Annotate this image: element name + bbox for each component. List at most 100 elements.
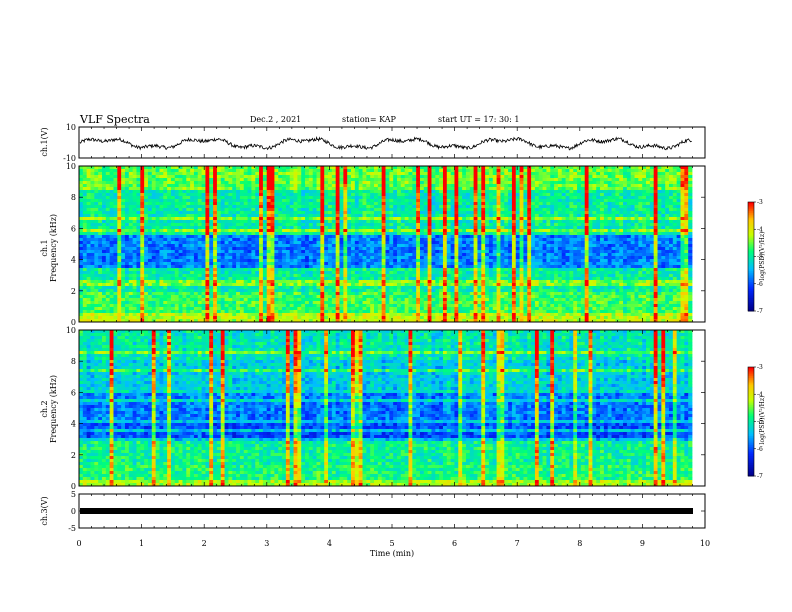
spectrogram-cell xyxy=(573,178,577,181)
spectrogram-cell xyxy=(317,181,321,184)
spectrogram-cell xyxy=(125,166,129,169)
spectrogram-cell xyxy=(462,190,466,193)
spectrogram-cell xyxy=(117,169,121,172)
spectrogram-cell xyxy=(619,199,623,202)
spectrogram-cell xyxy=(485,181,489,184)
spectrogram-cell xyxy=(259,181,263,184)
spectrogram-cell xyxy=(635,175,639,178)
spectrogram-cell xyxy=(500,196,504,199)
spectrogram-cell xyxy=(117,196,121,199)
spectrogram-cell xyxy=(650,166,654,169)
spectrogram-cell xyxy=(382,205,386,208)
spectrogram-cell xyxy=(508,199,512,202)
spectrogram-cell xyxy=(615,190,619,193)
spectrogram-cell xyxy=(435,190,439,193)
spectrogram-cell xyxy=(351,184,355,187)
spectrogram-cell xyxy=(424,205,428,208)
spectrogram-cell xyxy=(370,175,374,178)
spectrogram-cell xyxy=(631,166,635,169)
spectrogram-cell xyxy=(466,196,470,199)
spectrogram-cell xyxy=(508,166,512,169)
spectrogram-cell xyxy=(102,196,106,199)
spectrogram-cell xyxy=(681,175,685,178)
spectrogram-cell xyxy=(412,187,416,190)
spectrogram-cell xyxy=(198,169,202,172)
spectrogram-cell xyxy=(370,178,374,181)
spectrogram-cell xyxy=(474,175,478,178)
spectrogram-cell xyxy=(589,196,593,199)
spectrogram-cell xyxy=(129,205,133,208)
spectrogram-cell xyxy=(420,184,424,187)
spectrogram-cell xyxy=(558,178,562,181)
spectrogram-cell xyxy=(558,196,562,199)
spectrogram-cell xyxy=(635,181,639,184)
spectrogram-cell xyxy=(374,193,378,196)
spectrogram-cell xyxy=(355,172,359,175)
spectrogram-cell xyxy=(554,175,558,178)
spectrogram-cell xyxy=(539,196,543,199)
spectrogram-cell xyxy=(497,187,501,190)
spectrogram-cell xyxy=(673,187,677,190)
spectrogram-cell xyxy=(159,166,163,169)
spectrogram-cell xyxy=(236,202,240,205)
spectrogram-cell xyxy=(654,190,658,193)
spectrogram-cell xyxy=(420,178,424,181)
spectrogram-cell xyxy=(481,178,485,181)
spectrogram-cell xyxy=(152,184,156,187)
spectrogram-cell xyxy=(374,169,378,172)
spectrogram-cell xyxy=(520,190,524,193)
spectrogram-cell xyxy=(163,199,167,202)
spectrogram-cell xyxy=(79,187,83,190)
spectrogram-cell xyxy=(156,205,160,208)
spectrogram-cell xyxy=(481,199,485,202)
spectrogram-cell xyxy=(535,166,539,169)
spectrogram-cell xyxy=(340,181,344,184)
spectrogram-cell xyxy=(638,190,642,193)
spectrogram-cell xyxy=(259,190,263,193)
spectrogram-cell xyxy=(497,202,501,205)
spectrogram-cell xyxy=(113,187,117,190)
spectrogram-cell xyxy=(198,184,202,187)
spectrogram-cell xyxy=(566,178,570,181)
spectrogram-cell xyxy=(83,202,87,205)
spectrogram-cell xyxy=(370,202,374,205)
spectrogram-cell xyxy=(500,193,504,196)
spectrogram-cell xyxy=(175,193,179,196)
spectrogram-cell xyxy=(305,205,309,208)
spectrogram-cell xyxy=(94,196,98,199)
spectrogram-cell xyxy=(520,172,524,175)
spectrogram-cell xyxy=(627,169,631,172)
spectrogram-cell xyxy=(240,187,244,190)
spectrogram-cell xyxy=(244,181,248,184)
spectrogram-cell xyxy=(286,178,290,181)
spectrogram-cell xyxy=(554,169,558,172)
spectrogram-cell xyxy=(458,166,462,169)
spectrogram-cell xyxy=(504,196,508,199)
spectrogram-cell xyxy=(493,193,497,196)
spectrogram-cell xyxy=(221,187,225,190)
spectrogram-cell xyxy=(332,172,336,175)
spectrogram-cell xyxy=(133,166,137,169)
spectrogram-cell xyxy=(355,193,359,196)
spectrogram-cell xyxy=(290,193,294,196)
spectrogram-cell xyxy=(439,169,443,172)
spectrogram-cell xyxy=(619,166,623,169)
spectrogram-cell xyxy=(113,196,117,199)
spectrogram-cell xyxy=(290,184,294,187)
spectrogram-cell xyxy=(573,199,577,202)
spectrogram-cell xyxy=(669,187,673,190)
spectrogram-cell xyxy=(244,184,248,187)
spectrogram-cell xyxy=(596,184,600,187)
spectrogram-cell xyxy=(638,175,642,178)
spectrogram-cell xyxy=(251,172,255,175)
spectrogram-cell xyxy=(359,184,363,187)
spectrogram-cell xyxy=(508,187,512,190)
spectrogram-cell xyxy=(412,184,416,187)
spectrogram-cell xyxy=(485,178,489,181)
spectrogram-cell xyxy=(497,199,501,202)
spectrogram-cell xyxy=(271,181,275,184)
spectrogram-cell xyxy=(359,205,363,208)
spectrogram-cell xyxy=(366,175,370,178)
spectrogram-cell xyxy=(416,169,420,172)
spectrogram-cell xyxy=(286,199,290,202)
